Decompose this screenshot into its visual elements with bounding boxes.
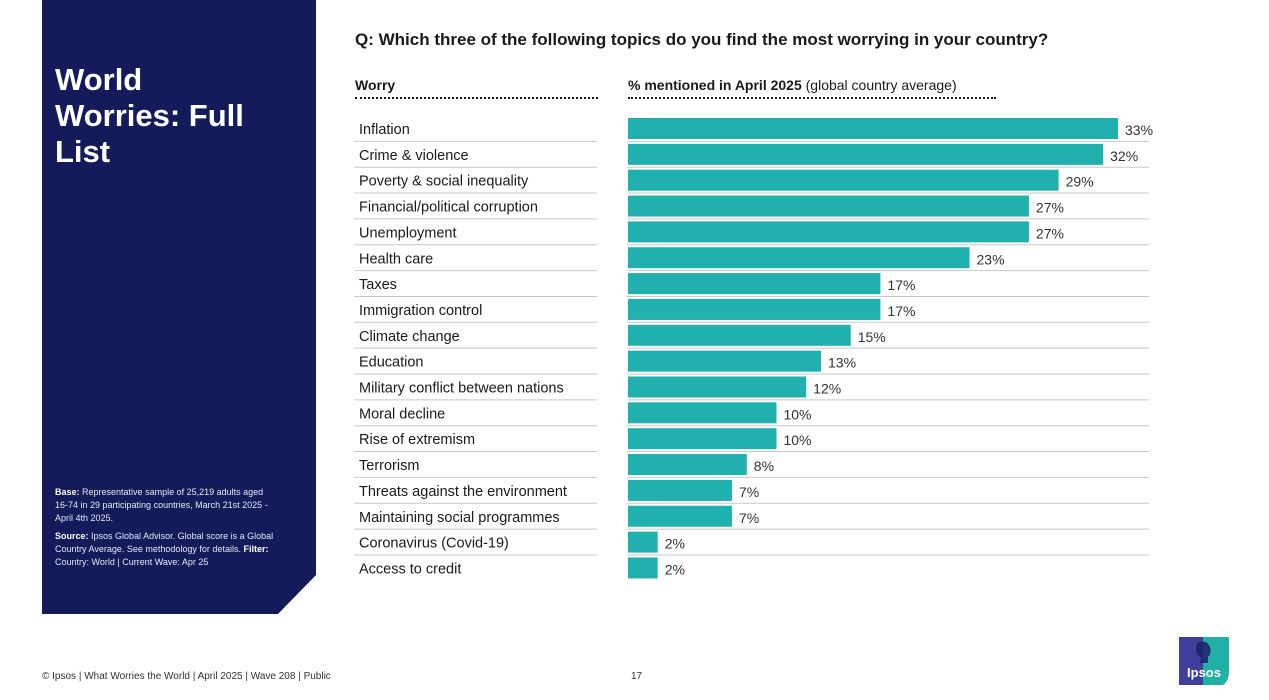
value-label: 15% <box>858 329 886 345</box>
bar <box>628 428 777 450</box>
value-label: 10% <box>783 432 811 448</box>
value-label: 8% <box>754 458 774 474</box>
base-note: Base: Representative sample of 25,219 ad… <box>55 486 275 525</box>
column-header-worry: Worry <box>355 77 598 99</box>
category-label: Coronavirus (Covid-19) <box>359 536 509 552</box>
base-label: Base: <box>55 487 80 497</box>
ipsos-logo: Ipsos <box>1179 637 1229 685</box>
source-label: Source: <box>55 531 89 541</box>
category-label: Access to credit <box>359 561 461 577</box>
bar <box>628 454 747 476</box>
survey-question: Q: Which three of the following topics d… <box>355 30 1049 49</box>
value-label: 23% <box>977 251 1005 267</box>
chart-row: Education 13% <box>354 350 1149 375</box>
category-label: Terrorism <box>359 458 419 474</box>
value-label: 27% <box>1036 225 1064 241</box>
bar <box>628 350 822 372</box>
category-label: Taxes <box>359 277 397 293</box>
category-label: Military conflict between nations <box>359 381 564 397</box>
bar <box>628 557 658 579</box>
value-label: 33% <box>1125 122 1153 138</box>
value-label: 32% <box>1110 148 1138 164</box>
chart-row: Health care 23% <box>354 247 1149 272</box>
footer-text: © Ipsos | What Worries the World | April… <box>42 671 331 682</box>
bar <box>628 143 1104 165</box>
chart-row: Financial/political corruption 27% <box>354 195 1149 220</box>
chart-row: Coronavirus (Covid-19) 2% <box>354 531 1149 556</box>
methodology-notes: Base: Representative sample of 25,219 ad… <box>55 486 275 574</box>
chart-row: Military conflict between nations 12% <box>354 376 1149 401</box>
filter-label: Filter: <box>243 544 269 554</box>
value-label: 27% <box>1036 200 1064 216</box>
chart-row: Terrorism 8% <box>354 454 1149 478</box>
source-note: Source: Ipsos Global Advisor. Global sco… <box>55 530 275 569</box>
bar <box>628 247 970 269</box>
category-label: Education <box>359 355 424 371</box>
sidebar-panel: World Worries: Full List Base: Represent… <box>42 0 316 614</box>
column-header-percent-bold: % mentioned in April 2025 <box>628 77 802 93</box>
value-label: 7% <box>739 510 759 526</box>
bar <box>628 221 1029 243</box>
page-title: World Worries: Full List <box>55 62 244 169</box>
bar <box>628 298 881 320</box>
page-number: 17 <box>631 671 643 682</box>
category-label: Immigration control <box>359 303 482 319</box>
bar <box>628 169 1059 191</box>
bar <box>628 531 658 553</box>
bar <box>628 376 807 398</box>
chart-row: Poverty & social inequality 29% <box>354 169 1149 194</box>
logo-text: Ipsos <box>1187 665 1221 680</box>
category-label: Financial/political corruption <box>359 200 538 216</box>
category-label: Moral decline <box>359 406 445 422</box>
value-label: 29% <box>1066 174 1094 190</box>
chart-row: Rise of extremism 10% <box>354 428 1149 453</box>
category-label: Maintaining social programmes <box>359 510 560 526</box>
bar <box>628 273 881 295</box>
bar <box>628 505 732 527</box>
value-label: 12% <box>813 381 841 397</box>
value-label: 17% <box>887 277 915 293</box>
chart-row: Unemployment 27% <box>354 221 1149 246</box>
bar <box>628 195 1029 217</box>
source-text: Ipsos Global Advisor. Global score is a … <box>55 531 274 554</box>
value-label: 2% <box>665 561 685 577</box>
chart-row: Immigration control 17% <box>354 298 1149 323</box>
category-label: Crime & violence <box>359 148 469 164</box>
value-label: 17% <box>887 303 915 319</box>
chart-row: Inflation 33% <box>354 118 1153 142</box>
bar <box>628 479 732 501</box>
chart-row: Maintaining social programmes 7% <box>354 505 1149 530</box>
category-label: Poverty & social inequality <box>359 174 529 190</box>
chart-row: Taxes 17% <box>354 273 1149 297</box>
chart-row: Climate change 15% <box>354 324 1149 349</box>
category-label: Unemployment <box>359 225 457 241</box>
category-label: Rise of extremism <box>359 432 475 448</box>
bar <box>628 118 1118 139</box>
chart-row: Crime & violence 32% <box>354 143 1149 168</box>
value-label: 2% <box>665 536 685 552</box>
category-label: Inflation <box>359 122 410 138</box>
bar <box>628 324 851 346</box>
bar <box>628 402 777 424</box>
category-label: Health care <box>359 251 433 267</box>
value-label: 7% <box>739 484 759 500</box>
base-text: Representative sample of 25,219 adults a… <box>55 487 268 523</box>
chart-row: Moral decline 10% <box>354 402 1149 427</box>
category-label: Climate change <box>359 329 460 345</box>
value-label: 10% <box>783 406 811 422</box>
chart-row: Access to credit 2% <box>359 557 685 579</box>
category-label: Threats against the environment <box>359 484 567 500</box>
column-header-percent-note: (global country average) <box>805 77 957 93</box>
chart-row: Threats against the environment 7% <box>354 479 1149 504</box>
value-label: 13% <box>828 355 856 371</box>
filter-text: Country: World | Current Wave: Apr 25 <box>55 557 209 567</box>
column-header-percent: % mentioned in April 2025 (global countr… <box>628 77 996 99</box>
